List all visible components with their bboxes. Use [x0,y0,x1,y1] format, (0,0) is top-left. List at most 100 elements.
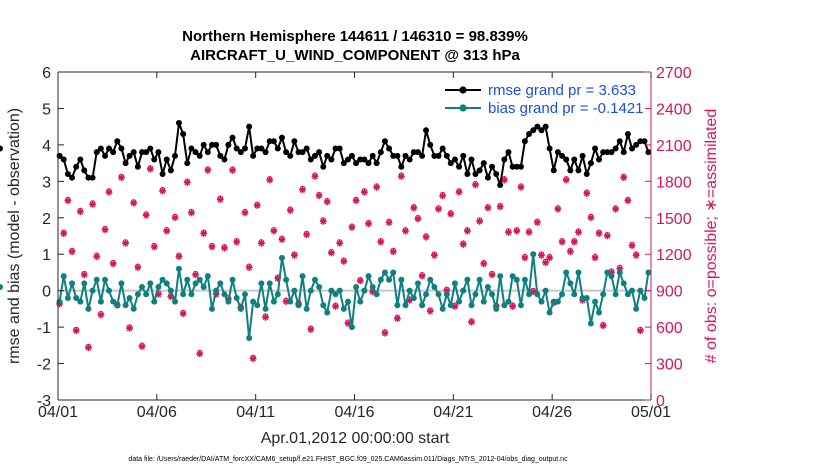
rmse-point [509,163,516,170]
obs-assimilated-point [85,344,92,352]
rmse-point [188,145,195,152]
rmse-point [105,145,112,152]
obs-assimilated-point [315,192,323,200]
obs-assimilated-point [319,218,327,225]
obs-assimilated-point [291,252,298,259]
rmse-point [254,145,261,152]
bias-point [608,273,615,280]
bias-point [143,291,150,298]
bias-point [155,284,162,291]
bias-point [130,305,137,312]
x-axis-label: Apr.01,2012 00:00:00 start [261,430,450,447]
bias-point [328,287,335,294]
obs-assimilated-point [72,327,80,335]
obs-assimilated-point [332,303,339,310]
obs-assimilated-point [500,176,508,184]
rmse-point [97,145,104,152]
bias-point [489,291,496,298]
obs-assimilated-point [76,208,84,216]
obs-assimilated-point [459,241,467,248]
rmse-point [513,163,520,170]
bias-point [307,287,314,294]
legend: rmse grand pr = 3.633 bias grand pr = -0… [445,82,644,117]
bias-point [550,298,557,305]
rmse-point [167,167,174,174]
obs-assimilated-point [385,219,393,227]
obs-assimilated-point [628,242,636,250]
bias-point [645,269,652,276]
rmse-point [348,152,355,159]
rmse-point [320,163,327,170]
bias-point [188,291,195,298]
rmse-point [493,171,500,178]
rmse-point [377,149,384,156]
bias-point [192,280,199,287]
series-layer [0,120,652,342]
rmse-point [587,160,594,167]
rmse-point [262,149,269,156]
obs-assimilated-point [344,320,352,327]
bias-point [69,280,76,287]
obs-assimilated-point [97,311,105,319]
bias-point [484,284,491,291]
y-right-tick-label: 0 [656,393,665,410]
bias-point [291,287,298,294]
rmse-point [102,152,109,159]
rmse-point [85,174,92,181]
rmse-point [122,160,129,167]
obs-assimilated-point [435,205,442,213]
bias-point [266,280,273,287]
y-axis-right-label: # of obs: o=possible; ∗=assimilated [703,109,720,363]
bias-point [616,269,623,276]
y-tick-label: 4 [42,138,51,155]
y-right-tick-label: 1500 [656,211,692,228]
bias-point [641,294,648,301]
bias-point [270,298,277,305]
rmse-point [608,149,615,156]
bias-point [402,302,409,309]
bias-point [320,302,327,309]
rmse-point [460,152,467,159]
obs-assimilated-point [463,227,471,235]
obs-assimilated-point [266,176,274,184]
bias-point [89,287,96,294]
rmse-point [373,160,380,167]
rmse-point [283,149,290,156]
bias-point [56,298,63,305]
obs-assimilated-point [286,207,294,214]
obs-assimilated-point [439,192,447,200]
bias-point [633,305,640,312]
rmse-point [303,145,310,152]
bias-point [237,305,244,312]
obs-assimilated-point [278,236,286,244]
obs-assimilated-point [352,197,360,205]
rmse-point [77,156,84,163]
obs-assimilated-point [216,196,224,203]
obs-assimilated-point [171,214,179,222]
bias-point [175,265,182,272]
obs-assimilated-point [426,307,434,315]
bias-point [513,276,520,283]
bias-point [258,280,265,287]
rmse-point [563,156,570,163]
obs-assimilated-point [80,271,88,279]
rmse-point [497,181,504,188]
rmse-point [629,145,636,152]
obs-assimilated-point [208,243,216,251]
rmse-point [344,156,351,163]
obs-assimilated-point [517,184,525,191]
bias-point [451,280,458,287]
rmse-point [410,149,417,156]
bias-point [501,302,508,309]
rmse-point [435,152,442,159]
y-tick-label: 1 [42,247,51,264]
obs-assimilated-point [134,264,142,271]
obs-assimilated-point [356,277,364,285]
bias-point [241,291,248,298]
y-axis-label: rmse and bias (model - observation) [6,108,23,364]
obs-assimilated-point [484,204,492,212]
y-tick-label: 2 [42,211,51,228]
bias-point [118,280,125,287]
obs-assimilated-point [587,214,595,222]
rmse-point [579,152,586,159]
